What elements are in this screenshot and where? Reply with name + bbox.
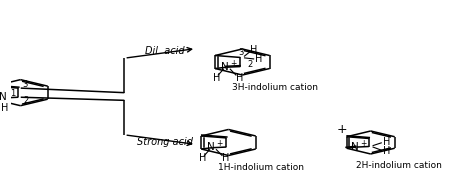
- Text: 3: 3: [22, 80, 27, 89]
- Text: N: N: [0, 92, 7, 102]
- Text: Strong acid: Strong acid: [137, 136, 193, 146]
- Text: H: H: [222, 153, 230, 163]
- Text: 2: 2: [23, 96, 28, 105]
- Text: H: H: [383, 137, 390, 147]
- Text: +: +: [360, 139, 366, 148]
- Text: Dil. acid: Dil. acid: [145, 47, 184, 57]
- Text: 1: 1: [10, 89, 15, 98]
- Text: 3: 3: [238, 48, 244, 57]
- Text: H: H: [383, 146, 390, 156]
- Text: H: H: [237, 73, 244, 83]
- Text: +: +: [336, 123, 347, 135]
- Text: N: N: [207, 142, 215, 152]
- Text: 1H-indolium cation: 1H-indolium cation: [218, 163, 304, 172]
- Text: H: H: [0, 103, 8, 113]
- Text: H: H: [250, 45, 258, 55]
- Text: H: H: [255, 54, 263, 64]
- Text: 2H-indolium cation: 2H-indolium cation: [356, 161, 442, 170]
- Text: N: N: [351, 141, 359, 152]
- Text: H: H: [213, 73, 220, 83]
- Text: +: +: [216, 139, 222, 148]
- Text: 2: 2: [248, 60, 253, 69]
- Text: H: H: [200, 153, 207, 163]
- Text: +: +: [230, 59, 236, 68]
- Text: 3H-indolium cation: 3H-indolium cation: [231, 83, 318, 92]
- Text: N: N: [221, 62, 228, 72]
